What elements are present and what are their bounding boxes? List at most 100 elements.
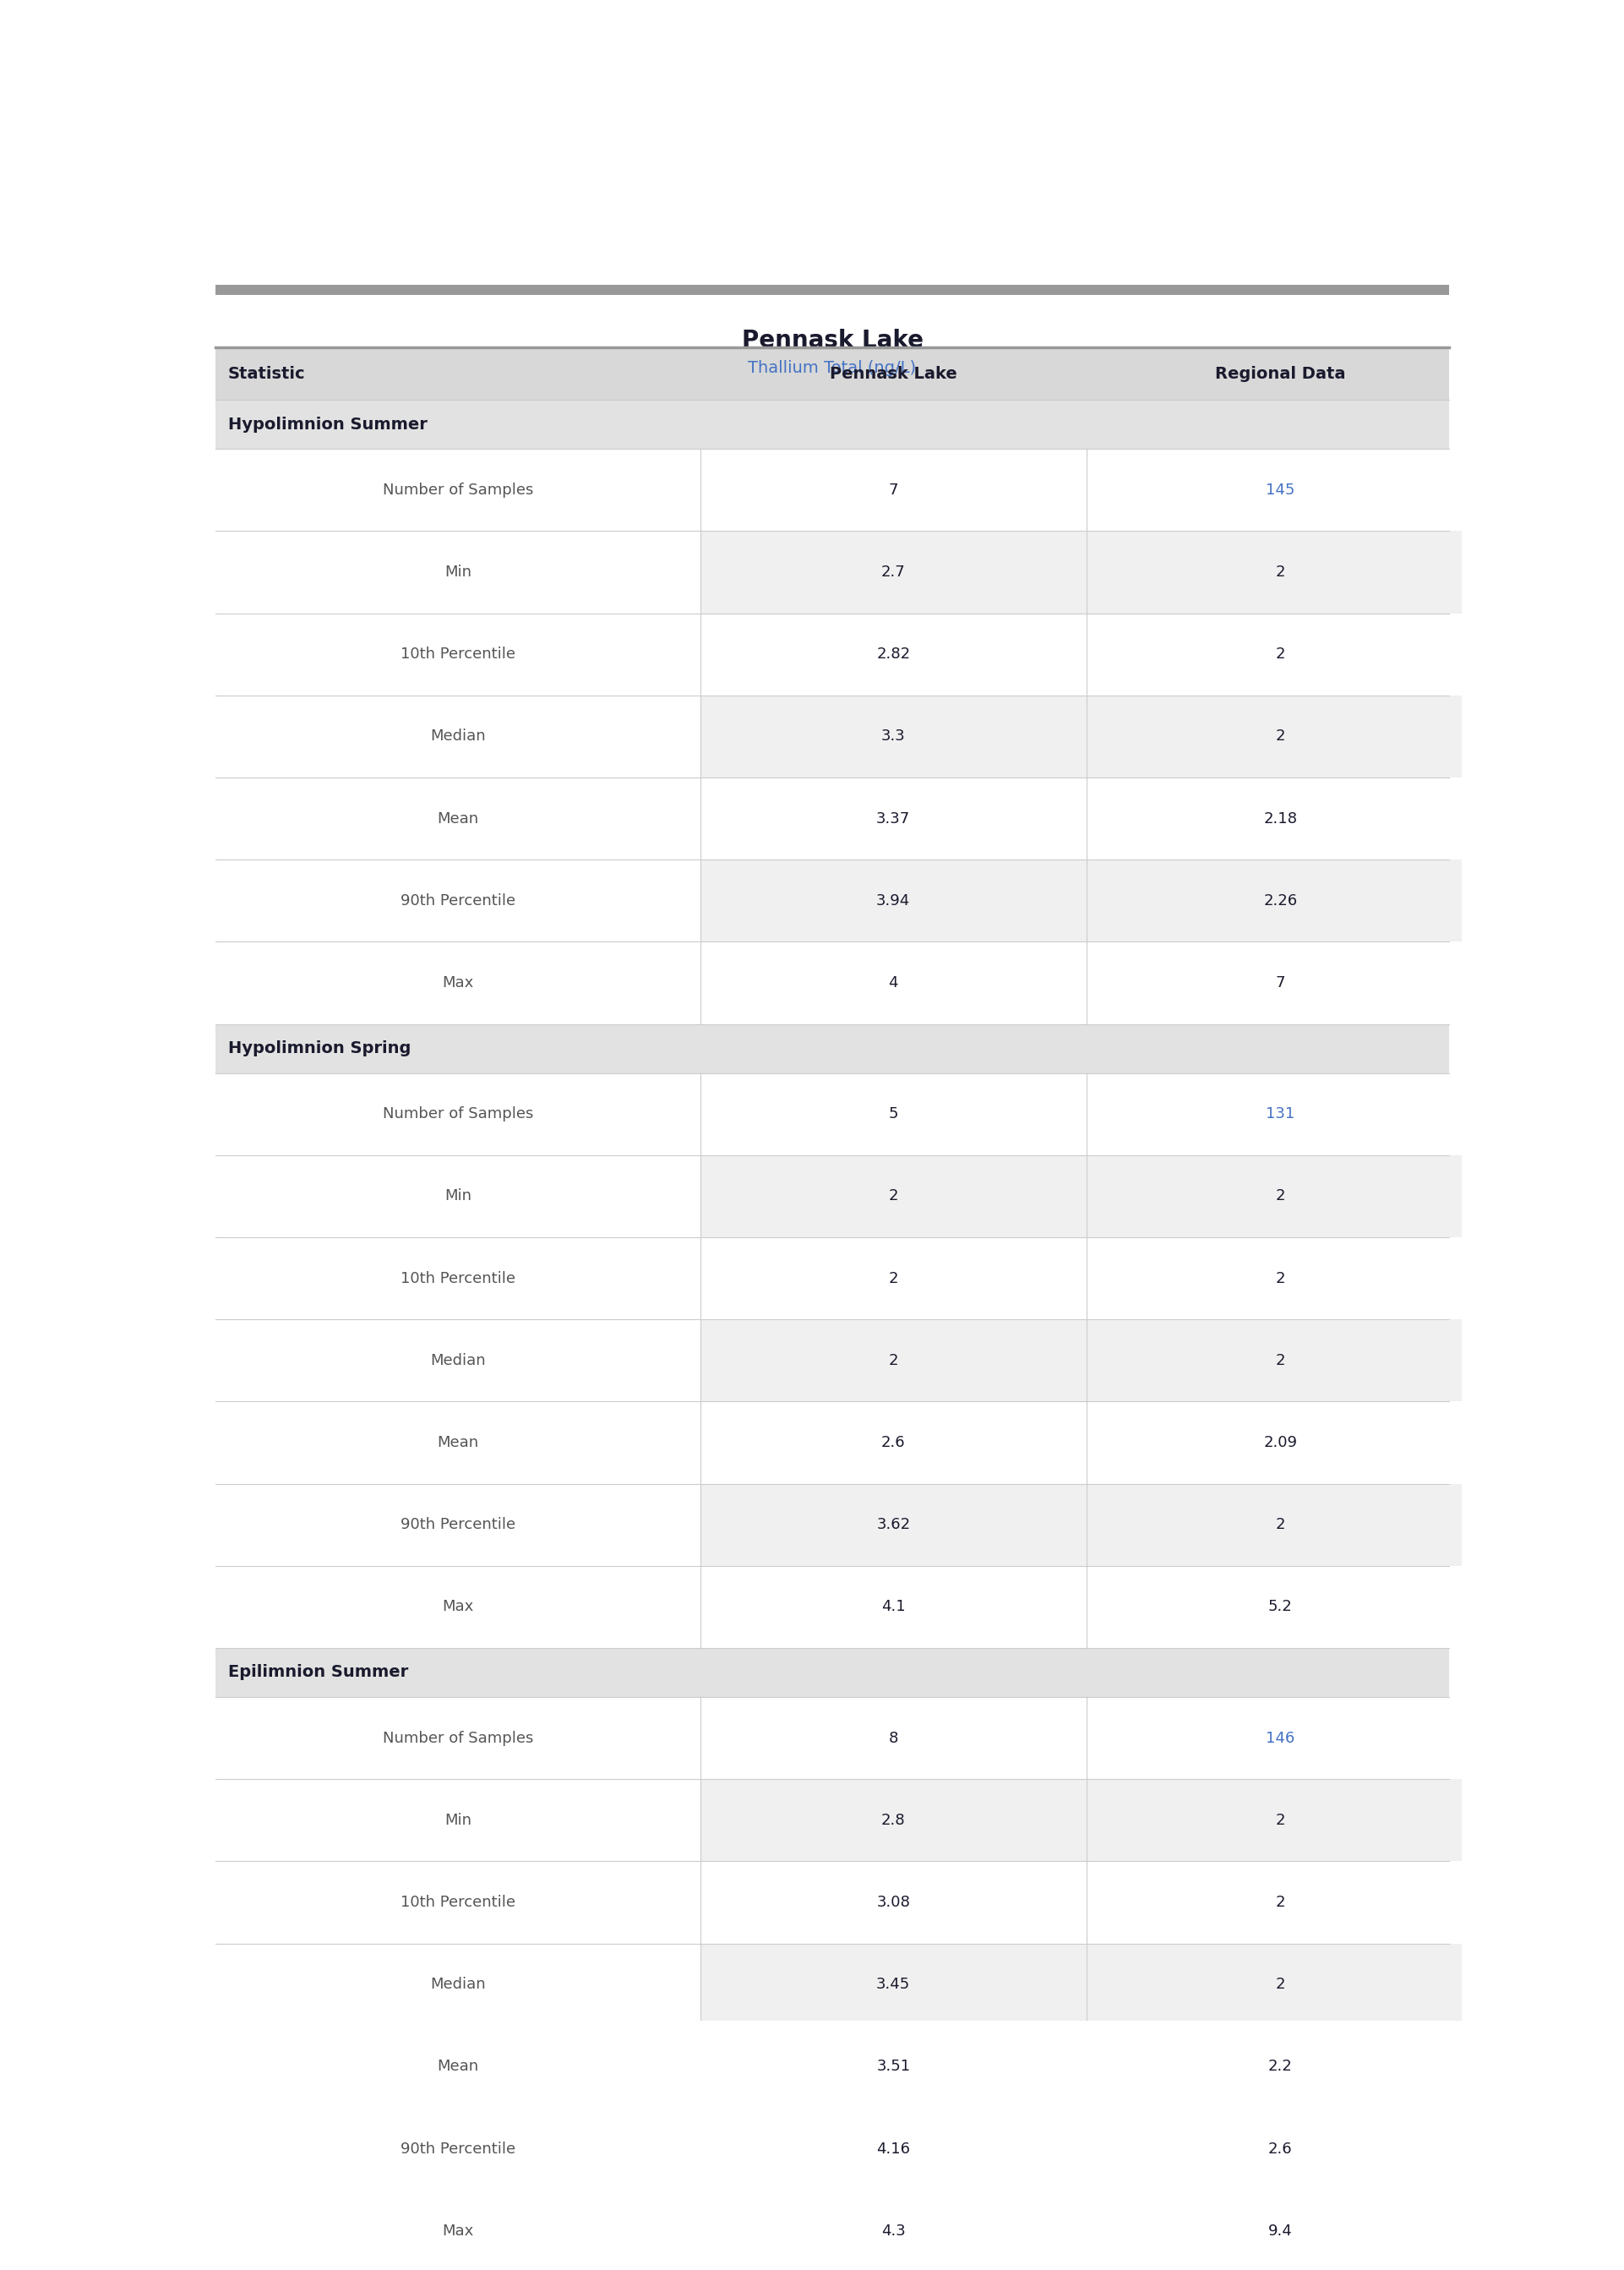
Text: Median: Median <box>430 1353 486 1369</box>
Text: Max: Max <box>442 1600 474 1614</box>
Text: 2: 2 <box>1275 565 1285 579</box>
Text: Pennask Lake: Pennask Lake <box>742 329 922 352</box>
Bar <box>216 284 1449 295</box>
Bar <box>216 1155 700 1237</box>
Bar <box>700 1566 1475 1648</box>
Bar <box>216 860 700 942</box>
Text: 2.26: 2.26 <box>1263 892 1298 908</box>
Text: 3.94: 3.94 <box>877 892 911 908</box>
Text: 3.3: 3.3 <box>882 729 906 745</box>
Bar <box>700 860 1475 942</box>
Text: 4.1: 4.1 <box>882 1600 906 1614</box>
Bar <box>700 1155 1475 1237</box>
Text: 2.6: 2.6 <box>882 1435 906 1451</box>
Text: 2.7: 2.7 <box>882 565 906 579</box>
Bar <box>216 1698 700 1780</box>
Bar <box>216 695 700 779</box>
Text: 2: 2 <box>1275 1516 1285 1532</box>
Text: 10th Percentile: 10th Percentile <box>401 1271 515 1285</box>
Bar <box>216 942 700 1024</box>
Bar <box>216 1566 700 1648</box>
Bar <box>700 779 1475 860</box>
Bar <box>700 1485 1475 1566</box>
Text: 90th Percentile: 90th Percentile <box>401 2141 515 2156</box>
Bar <box>216 1319 700 1401</box>
Text: 2: 2 <box>1275 1271 1285 1285</box>
Bar <box>216 1648 1449 1698</box>
Text: Mean: Mean <box>437 810 479 826</box>
Text: Median: Median <box>430 1977 486 1993</box>
Text: 2: 2 <box>1275 647 1285 663</box>
Text: 4: 4 <box>888 976 898 990</box>
Bar <box>216 400 1449 449</box>
Bar <box>700 1943 1475 2025</box>
Bar <box>216 347 1449 400</box>
Text: 2.09: 2.09 <box>1263 1435 1298 1451</box>
Text: 2.2: 2.2 <box>1268 2059 1293 2075</box>
Bar <box>700 2025 1475 2109</box>
Text: 4.3: 4.3 <box>882 2222 906 2238</box>
Bar <box>700 1698 1475 1780</box>
Text: Statistic: Statistic <box>227 365 305 381</box>
Bar <box>700 1319 1475 1401</box>
Text: 3.45: 3.45 <box>877 1977 911 1993</box>
Bar <box>216 1074 700 1155</box>
Bar <box>216 2025 700 2109</box>
Text: 2: 2 <box>1275 1353 1285 1369</box>
Bar <box>700 1780 1475 1861</box>
Text: Hypolimnion Spring: Hypolimnion Spring <box>227 1040 411 1056</box>
Bar <box>216 1943 700 2025</box>
Text: 2: 2 <box>1275 1189 1285 1203</box>
Bar <box>216 449 700 531</box>
Text: Number of Samples: Number of Samples <box>383 484 533 497</box>
Text: 8: 8 <box>888 1730 898 1746</box>
Text: 2: 2 <box>888 1189 898 1203</box>
Bar <box>216 1401 700 1485</box>
Text: Median: Median <box>430 729 486 745</box>
Bar <box>700 613 1475 695</box>
Text: 5.2: 5.2 <box>1268 1600 1293 1614</box>
Text: 3.08: 3.08 <box>877 1895 909 1909</box>
Text: Max: Max <box>442 976 474 990</box>
Text: 2: 2 <box>1275 1811 1285 1827</box>
Bar <box>216 2109 700 2191</box>
Text: Epilimnion Summer: Epilimnion Summer <box>227 1664 408 1680</box>
Text: Max: Max <box>442 2222 474 2238</box>
Text: 7: 7 <box>888 484 898 497</box>
Text: 2: 2 <box>1275 1895 1285 1909</box>
Bar <box>700 942 1475 1024</box>
Text: 145: 145 <box>1265 484 1294 497</box>
Text: Regional Data: Regional Data <box>1215 365 1346 381</box>
Text: 3.37: 3.37 <box>877 810 911 826</box>
Bar <box>216 1237 700 1319</box>
Bar <box>216 531 700 613</box>
Bar <box>216 2191 700 2270</box>
Bar <box>216 1780 700 1861</box>
Text: Mean: Mean <box>437 2059 479 2075</box>
Bar <box>216 779 700 860</box>
Text: 146: 146 <box>1265 1730 1294 1746</box>
Text: 90th Percentile: 90th Percentile <box>401 892 515 908</box>
Text: Min: Min <box>445 1189 471 1203</box>
Text: 2: 2 <box>888 1271 898 1285</box>
Bar <box>700 2109 1475 2191</box>
Text: Min: Min <box>445 565 471 579</box>
Text: 5: 5 <box>888 1105 898 1121</box>
Text: 2.18: 2.18 <box>1263 810 1298 826</box>
Text: 2.8: 2.8 <box>882 1811 906 1827</box>
Text: 90th Percentile: 90th Percentile <box>401 1516 515 1532</box>
Text: Number of Samples: Number of Samples <box>383 1105 533 1121</box>
Bar <box>700 449 1475 531</box>
Text: Thallium Total (ng/L): Thallium Total (ng/L) <box>749 361 916 377</box>
Text: 2.82: 2.82 <box>877 647 911 663</box>
Text: 9.4: 9.4 <box>1268 2222 1293 2238</box>
Text: Min: Min <box>445 1811 471 1827</box>
Text: Pennask Lake: Pennask Lake <box>830 365 957 381</box>
Text: 10th Percentile: 10th Percentile <box>401 1895 515 1909</box>
Text: Hypolimnion Summer: Hypolimnion Summer <box>227 415 427 434</box>
Bar <box>216 613 700 695</box>
Text: 3.62: 3.62 <box>877 1516 911 1532</box>
Text: 10th Percentile: 10th Percentile <box>401 647 515 663</box>
Bar <box>700 695 1475 779</box>
Bar <box>700 1861 1475 1943</box>
